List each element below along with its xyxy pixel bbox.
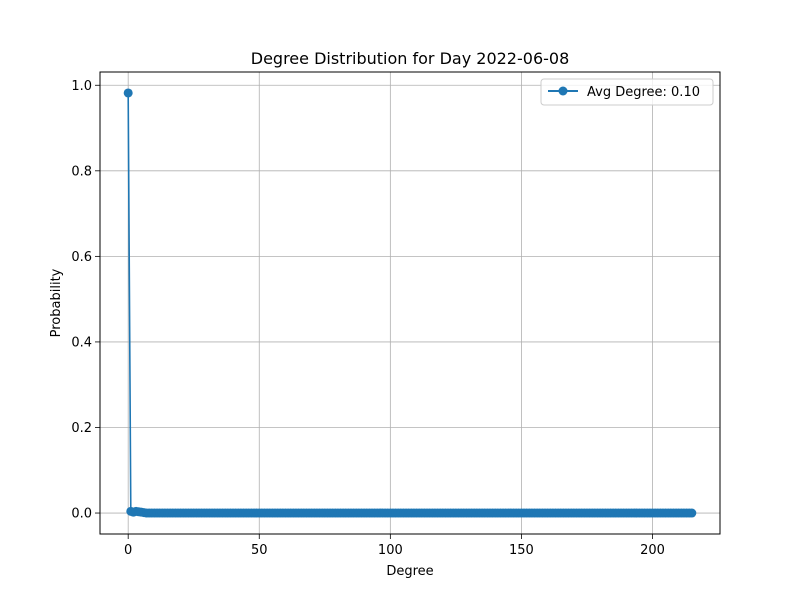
x-tick-label: 150 bbox=[509, 543, 534, 558]
y-tick-label: 0.8 bbox=[71, 164, 92, 179]
y-tick-label: 0.4 bbox=[71, 335, 92, 350]
y-tick-label: 0.6 bbox=[71, 250, 92, 265]
x-axis-label: Degree bbox=[386, 564, 433, 579]
chart-title: Degree Distribution for Day 2022-06-08 bbox=[251, 49, 570, 68]
data-point bbox=[124, 88, 133, 97]
y-axis-label: Probability bbox=[49, 268, 64, 337]
y-tick-label: 1.0 bbox=[71, 79, 92, 94]
x-tick-label: 100 bbox=[378, 543, 403, 558]
y-tick-label: 0.0 bbox=[71, 507, 92, 522]
x-tick-label: 200 bbox=[640, 543, 665, 558]
x-tick-label: 0 bbox=[124, 543, 132, 558]
legend: Avg Degree: 0.10 bbox=[541, 79, 713, 105]
y-tick-label: 0.2 bbox=[71, 421, 92, 436]
legend-marker-sample bbox=[559, 87, 568, 96]
data-point bbox=[687, 509, 696, 518]
x-tick-label: 50 bbox=[251, 543, 268, 558]
legend-label: Avg Degree: 0.10 bbox=[587, 85, 700, 100]
